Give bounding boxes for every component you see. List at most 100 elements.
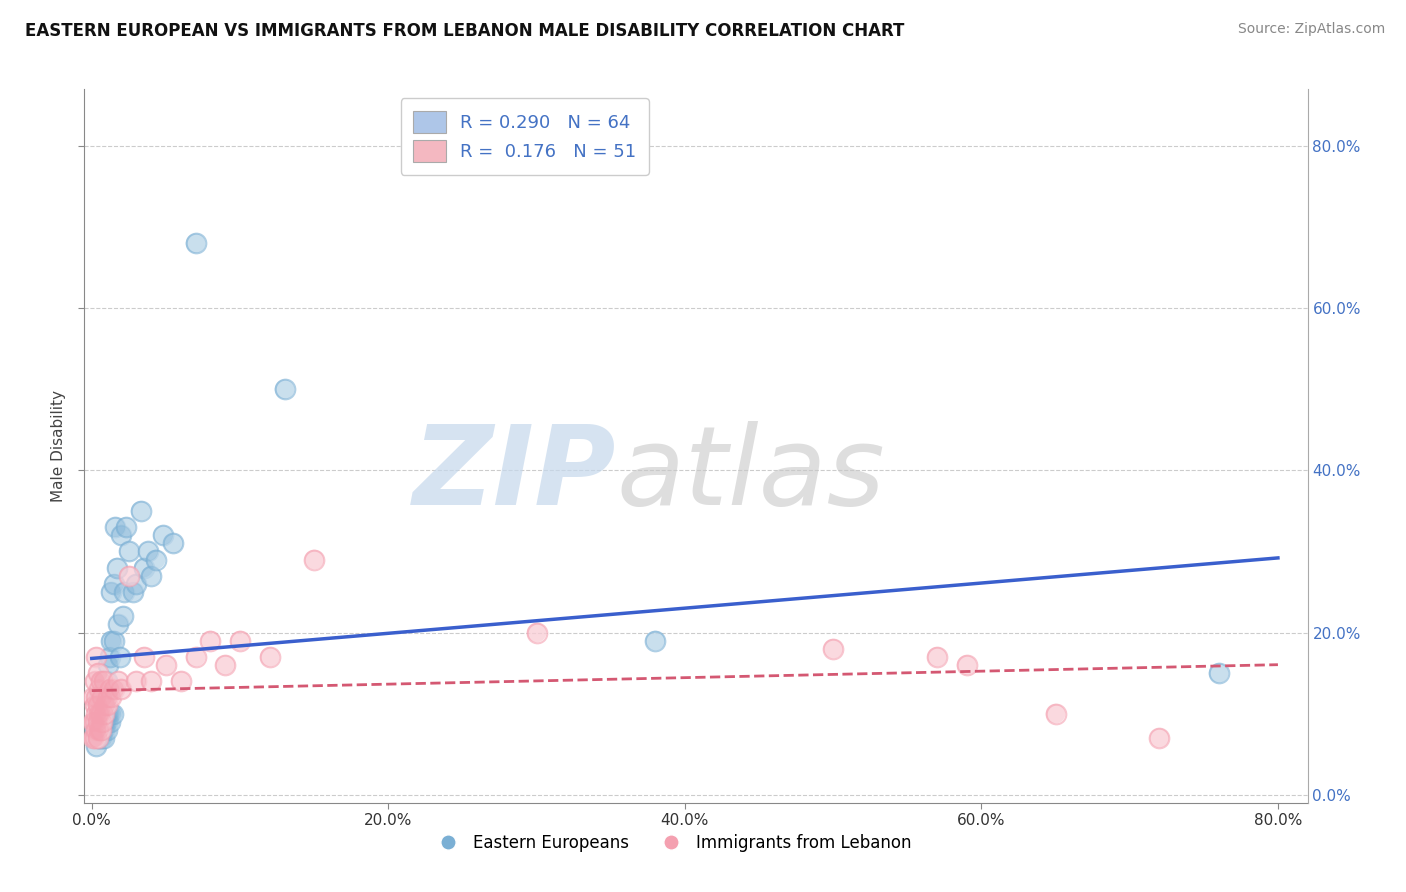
Point [90,723,112,737]
Point [105,560,128,574]
Point [100,706,122,721]
Point [94,698,117,713]
Point [94,723,117,737]
Point [98,649,121,664]
Point [98,714,121,729]
Point [86,731,108,745]
Point [89,731,111,745]
Point [94,698,117,713]
Text: Source: ZipAtlas.com: Source: ZipAtlas.com [1237,22,1385,37]
Point [644,633,666,648]
Point [89,723,111,737]
Point [229,633,252,648]
Point [132,649,155,664]
Point [89,723,111,737]
Point [83,714,105,729]
Point [103,682,125,697]
Point [170,674,193,689]
Point [118,568,141,582]
Point [103,577,125,591]
Point [100,690,122,705]
Point [89,723,111,737]
Point [97,706,120,721]
Point [129,504,152,518]
Point [136,544,159,558]
Point [162,536,184,550]
Point [104,520,127,534]
Point [91,714,114,729]
Point [90,698,112,713]
Point [132,649,155,664]
Point [86,698,108,713]
Point [107,674,129,689]
Point [90,731,112,745]
Point [112,585,135,599]
Point [108,649,131,664]
Point [93,706,115,721]
Point [84,690,107,705]
Point [97,714,120,729]
Point [1208,666,1230,681]
Point [84,739,107,753]
Point [955,657,977,672]
Point [162,536,184,550]
Point [89,690,111,705]
Point [1208,666,1230,681]
Point [96,714,118,729]
Point [97,714,120,729]
Point [152,528,174,542]
Point [118,544,141,558]
Point [91,706,114,721]
Point [1149,731,1171,745]
Point [110,682,132,697]
Point [91,731,114,745]
Point [91,682,114,697]
Text: ZIP: ZIP [413,421,616,528]
Point [83,698,105,713]
Point [93,674,115,689]
Point [84,723,107,737]
Point [86,698,108,713]
Point [103,633,125,648]
Point [86,731,108,745]
Point [100,633,122,648]
Point [100,585,122,599]
Point [86,666,108,681]
Point [101,706,124,721]
Point [259,649,281,664]
Point [136,544,159,558]
Point [273,382,295,396]
Point [111,609,134,624]
Point [118,568,141,582]
Legend: Eastern Europeans, Immigrants from Lebanon: Eastern Europeans, Immigrants from Leban… [425,828,918,859]
Point [90,674,112,689]
Point [90,714,112,729]
Point [644,633,666,648]
Point [91,723,114,737]
Point [94,706,117,721]
Point [112,585,135,599]
Point [125,577,148,591]
Point [93,698,115,713]
Point [90,723,112,737]
Point [86,731,108,745]
Point [100,633,122,648]
Point [184,236,207,251]
Point [107,674,129,689]
Point [98,682,121,697]
Point [89,731,111,745]
Point [82,714,104,729]
Point [93,731,115,745]
Point [94,706,117,721]
Point [526,625,548,640]
Point [97,690,120,705]
Point [90,714,112,729]
Point [139,568,162,582]
Point [110,528,132,542]
Point [83,698,105,713]
Point [214,657,236,672]
Point [91,690,114,705]
Point [82,714,104,729]
Point [100,706,122,721]
Point [103,682,125,697]
